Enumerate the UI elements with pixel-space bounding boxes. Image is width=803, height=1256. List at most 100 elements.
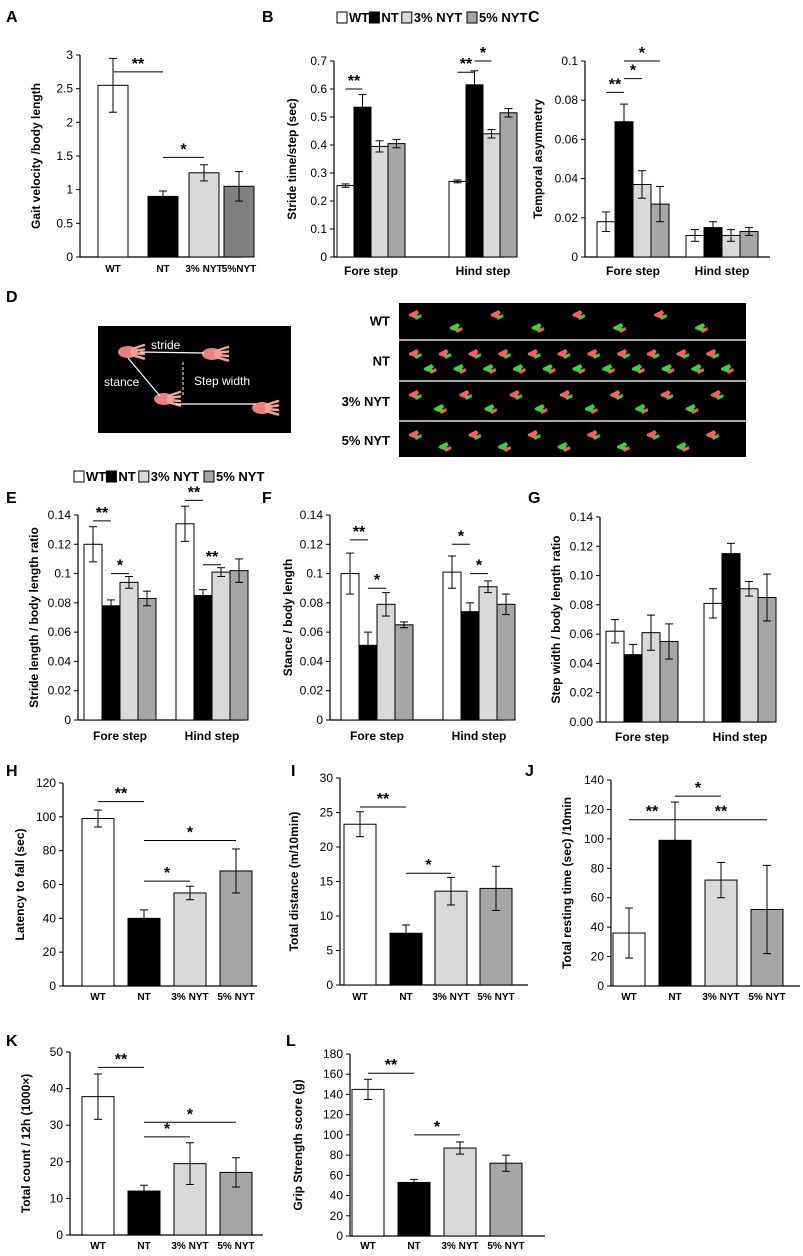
bar-wt xyxy=(340,573,360,721)
chart-c: C 0 0.02 0.04 0.06 0.08 0.1 Temporal asymmetry F… xyxy=(528,9,770,278)
x-tick-label: Hind step xyxy=(452,729,507,743)
y-tick-label: 0.14 xyxy=(300,508,324,522)
y-tick-label: 120 xyxy=(584,802,604,816)
y-tick-label: 0.06 xyxy=(48,625,72,639)
footprint-mark xyxy=(590,408,599,414)
x-tick-label: 5% NYT xyxy=(217,992,254,1003)
footprint-mark xyxy=(681,446,690,452)
footprint-mark xyxy=(700,327,709,333)
bar-nt xyxy=(193,595,213,721)
legend-label: WT xyxy=(86,469,106,484)
significance-marker: * xyxy=(117,558,124,575)
y-tick-label: 1 xyxy=(66,183,73,197)
significance-marker: * xyxy=(180,141,187,158)
x-tick-label: Fore step xyxy=(615,730,669,744)
y-tick-label: 80 xyxy=(43,844,57,858)
bar-nt xyxy=(353,106,372,258)
y-tick-label: 0.2 xyxy=(310,194,327,208)
chart-g: G 0.00 0.02 0.04 0.06 0.08 0.10 0.12 0.14 Step wi… xyxy=(528,490,777,744)
y-tick-label: 0.1 xyxy=(310,222,327,236)
footprint-mark xyxy=(577,368,586,374)
y-tick-label: 2.5 xyxy=(56,82,73,96)
bar-5-nyt xyxy=(387,143,406,258)
y-tick-label: 25 xyxy=(320,806,334,820)
y-axis-label: Latency to fall (sec) xyxy=(13,828,27,940)
significance-marker: ** xyxy=(206,549,219,566)
y-tick-label: 0.02 xyxy=(555,211,579,225)
bar-5-nyt xyxy=(499,112,518,258)
x-tick-label: 5% NYT xyxy=(748,992,785,1003)
y-tick-label: 0.3 xyxy=(310,166,327,180)
footprint-mark xyxy=(414,434,422,440)
x-tick-label: WT xyxy=(360,1241,376,1252)
x-tick-label: NT xyxy=(137,992,150,1003)
footprint-mark xyxy=(443,446,452,452)
y-tick-label: 0.04 xyxy=(300,654,324,668)
y-tick-label: 5 xyxy=(326,944,333,958)
paw-digit xyxy=(264,399,280,407)
footprint-mark xyxy=(488,368,497,374)
chart-h: H 0 20 40 60 80 100 120 Latency to fall (sec) WT N… xyxy=(6,763,257,1003)
x-tick-label: Hind step xyxy=(185,729,240,743)
paw-digit xyxy=(264,409,280,416)
y-tick-label: 80 xyxy=(591,861,605,875)
panel-letter: H xyxy=(6,763,18,780)
y-tick-label: 0 xyxy=(66,250,73,264)
x-tick-label: NT xyxy=(407,1241,420,1252)
legend-swatch xyxy=(336,11,348,24)
bar-5-nyt xyxy=(479,887,513,986)
significance-marker: ** xyxy=(353,524,366,541)
y-tick-label: 0.12 xyxy=(48,537,72,551)
footprint-mark xyxy=(414,394,422,400)
footprint-mark xyxy=(622,353,631,359)
y-axis-label: Total count / 12h (1000×) xyxy=(19,1074,33,1213)
y-axis-label: Total resting time (sec) /10min xyxy=(560,797,574,969)
y-tick-label: 0 xyxy=(326,978,333,992)
y-tick-label: 0 xyxy=(64,713,71,727)
y-tick-label: 10 xyxy=(50,1191,64,1205)
significance-marker: ** xyxy=(609,76,622,93)
y-tick-label: 0.02 xyxy=(48,684,72,698)
legend-swatch xyxy=(401,11,413,24)
legend-swatch xyxy=(466,11,478,24)
bar-3-nyt xyxy=(211,571,231,721)
paw-digit xyxy=(214,353,230,358)
significance-marker: * xyxy=(164,865,171,882)
bar-5-nyt xyxy=(489,1162,523,1237)
y-tick-label: 0.04 xyxy=(555,172,579,186)
y-tick-label: 60 xyxy=(591,891,605,905)
bar-nt xyxy=(460,611,480,721)
step-width-label: Step width xyxy=(194,374,250,388)
x-tick-label: NT xyxy=(156,264,169,275)
x-tick-label: WT xyxy=(352,992,368,1003)
bar-wt xyxy=(448,180,467,258)
panel-letter: E xyxy=(6,490,17,507)
bar-nt xyxy=(127,917,161,987)
footprint-mark xyxy=(696,368,705,374)
legend-swatch xyxy=(73,470,85,483)
legend-label: 5% NYT xyxy=(479,10,527,25)
legend-label: NT xyxy=(381,10,398,25)
y-tick-label: 160 xyxy=(323,1067,343,1081)
y-tick-label: 40 xyxy=(43,911,57,925)
bar-3-nyt xyxy=(739,588,759,723)
track-label: NT xyxy=(373,354,390,369)
panel-letter: I xyxy=(291,763,295,780)
significance-marker: ** xyxy=(460,56,473,73)
y-tick-label: 0.06 xyxy=(555,132,579,146)
y-tick-label: 0.02 xyxy=(570,686,594,700)
legend-label: WT xyxy=(349,10,369,25)
y-tick-label: 80 xyxy=(330,1148,344,1162)
paw-digit xyxy=(214,350,230,355)
y-tick-label: 40 xyxy=(330,1189,344,1203)
footprint-mark xyxy=(495,314,504,320)
bar-wt xyxy=(442,571,462,721)
y-axis-label: Stride length / body length ratio xyxy=(27,527,41,708)
y-tick-label: 120 xyxy=(323,1108,343,1122)
bar-5-nyt xyxy=(137,597,157,721)
footprint-mark xyxy=(547,368,556,374)
bar-wt xyxy=(336,185,355,258)
paw-digit xyxy=(130,353,146,360)
